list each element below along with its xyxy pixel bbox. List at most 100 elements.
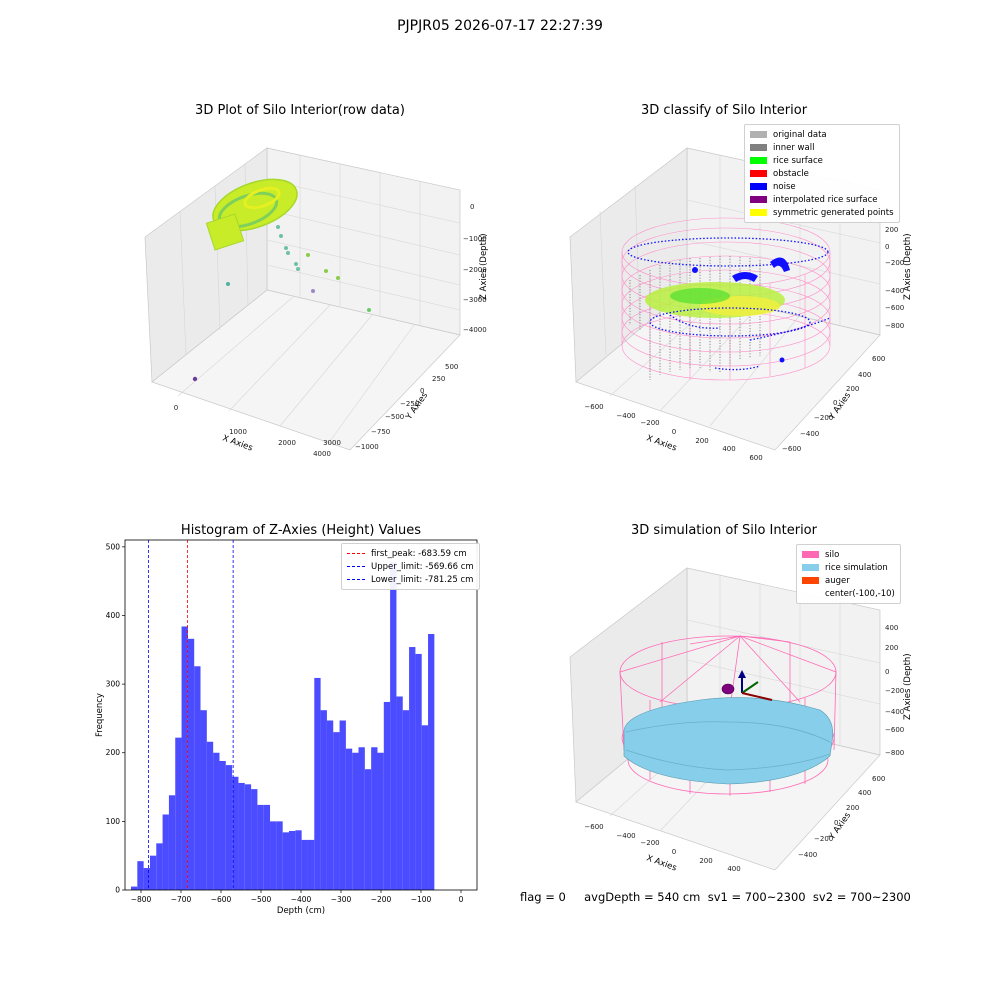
sim-y-tick: 0	[834, 819, 838, 827]
histogram-bar	[175, 737, 182, 890]
classify-y-tick: 600	[872, 355, 885, 363]
classify-x-tick: 0	[672, 428, 676, 436]
histogram-bar	[295, 830, 302, 890]
histogram-bar	[421, 725, 429, 890]
histogram-bar	[263, 804, 271, 890]
histogram-x-tick: −500	[251, 895, 272, 904]
histogram-bar	[200, 710, 207, 890]
histogram-bar	[339, 720, 346, 890]
histogram-x-tick: 0	[459, 895, 464, 904]
histogram-bar	[352, 752, 359, 890]
classify-legend-swatch	[750, 170, 767, 177]
sim-x-tick: 400	[727, 865, 740, 873]
sim-x-tick: 200	[699, 857, 712, 865]
classify-legend-swatch	[750, 183, 767, 190]
sim-y-tick: 600	[872, 775, 885, 783]
histogram-bar	[326, 720, 334, 890]
classify-legend-label: interpolated rice surface	[773, 194, 878, 205]
sim-legend: silo rice simulation auger center(-100,-10)	[796, 544, 901, 604]
histogram-y-tick: 0	[115, 886, 120, 895]
classify-legend-item: symmetric generated points	[750, 206, 894, 219]
histogram-bar	[168, 795, 176, 890]
histogram-x-tick: −400	[291, 895, 312, 904]
raw-x-tick: 0	[174, 404, 178, 412]
sim-z-tick: −400	[885, 708, 904, 716]
classify-z-tick: −800	[885, 322, 904, 330]
histogram-legend-line	[347, 553, 365, 554]
histogram-bar	[206, 741, 214, 890]
sim-z-tick: −200	[885, 687, 904, 695]
classify-rice-surface	[645, 282, 785, 318]
histogram-bar	[232, 776, 239, 890]
classify-legend-swatch	[750, 209, 767, 216]
histogram-bar	[225, 765, 233, 890]
histogram-x-label: Depth (cm)	[277, 906, 325, 916]
sim-legend-swatch	[802, 551, 819, 558]
sim-y-tick: −200	[814, 835, 833, 843]
histogram-bar	[396, 696, 403, 890]
histogram-legend-line	[347, 566, 365, 567]
sim-legend-item: center(-100,-10)	[802, 587, 895, 600]
classify-y-label: Y Axies	[827, 390, 854, 422]
sim-y-tick: 200	[846, 804, 859, 812]
classify-z-tick: 200	[885, 226, 898, 234]
histogram-bar	[257, 804, 264, 890]
raw-x-tick: 3000	[323, 439, 341, 447]
sim-x-tick: −600	[584, 823, 603, 831]
classify-legend-label: obstacle	[773, 168, 809, 179]
classify-legend-swatch	[750, 131, 767, 138]
histogram-bar	[181, 626, 188, 890]
sim-legend-item: rice simulation	[802, 561, 895, 574]
histogram-bar	[383, 701, 391, 890]
raw-z-tick: −3000	[463, 296, 487, 304]
sim-z-tick: 400	[885, 624, 898, 632]
raw-scattered-points	[192, 225, 371, 382]
classify-y-tick: 200	[846, 385, 859, 393]
histogram-bar	[149, 855, 157, 890]
histogram-bar	[187, 638, 195, 890]
raw-z-tick: 0	[470, 203, 474, 211]
sim-x-tick: 0	[672, 848, 676, 856]
histogram-bar	[251, 789, 258, 890]
sim-plot-title: 3D simulation of Silo Interior	[631, 523, 817, 538]
histogram-bar	[270, 821, 277, 890]
histogram-bar	[409, 647, 416, 890]
classify-x-tick: −400	[616, 412, 635, 420]
classify-legend-swatch	[750, 196, 767, 203]
raw-z-label: Z Axies (Depth)	[479, 233, 489, 300]
histogram-bar	[282, 832, 289, 890]
sim-z-tick: 200	[885, 644, 898, 652]
sim-legend-item: auger	[802, 574, 895, 587]
histogram-legend-item: Lower_limit: -781.25 cm	[347, 573, 474, 586]
sim-x-tick: −400	[616, 832, 635, 840]
sim-rice-body	[623, 697, 834, 785]
histogram-y-tick: 100	[106, 817, 121, 826]
histogram-x-tick: −800	[131, 895, 152, 904]
sim-z-label: Z Axies (Depth)	[903, 653, 913, 720]
histogram-y-label: Frequency	[95, 693, 105, 737]
classify-legend-swatch	[750, 157, 767, 164]
classify-legend: original data inner wall rice surface obsta…	[744, 124, 900, 223]
histogram-bar	[345, 748, 353, 890]
classify-y-tick: −600	[782, 445, 801, 453]
classify-z-tick: −600	[885, 304, 904, 312]
histogram-chart: −800 −700 −600 −500 −400 −300 −200 −100 0 0 100 200…	[95, 539, 478, 916]
classify-noise-points	[627, 237, 831, 371]
raw-y-tick: 500	[445, 363, 458, 371]
histogram-bar	[364, 769, 372, 890]
sim-legend-swatch	[802, 590, 819, 597]
raw-3d-plot: 0 1000 2000 3000 4000 500 250 0 −250 −50…	[144, 147, 489, 458]
histogram-bar	[219, 760, 226, 890]
figure-title: PJPJR05 2026-07-17 22:27:39	[397, 18, 603, 34]
sim-z-tick: −800	[885, 749, 904, 757]
sim-x-tick: −200	[640, 839, 659, 847]
classify-legend-label: inner wall	[773, 142, 815, 153]
histogram-bar	[238, 782, 245, 890]
classify-x-tick: 200	[695, 437, 708, 445]
sim-legend-item: silo	[802, 548, 895, 561]
raw-plot-title: 3D Plot of Silo Interior(row data)	[195, 103, 405, 118]
histogram-bar	[162, 814, 169, 890]
raw-z-tick: −4000	[463, 326, 487, 334]
histogram-bar	[307, 839, 315, 890]
classify-legend-swatch	[750, 144, 767, 151]
